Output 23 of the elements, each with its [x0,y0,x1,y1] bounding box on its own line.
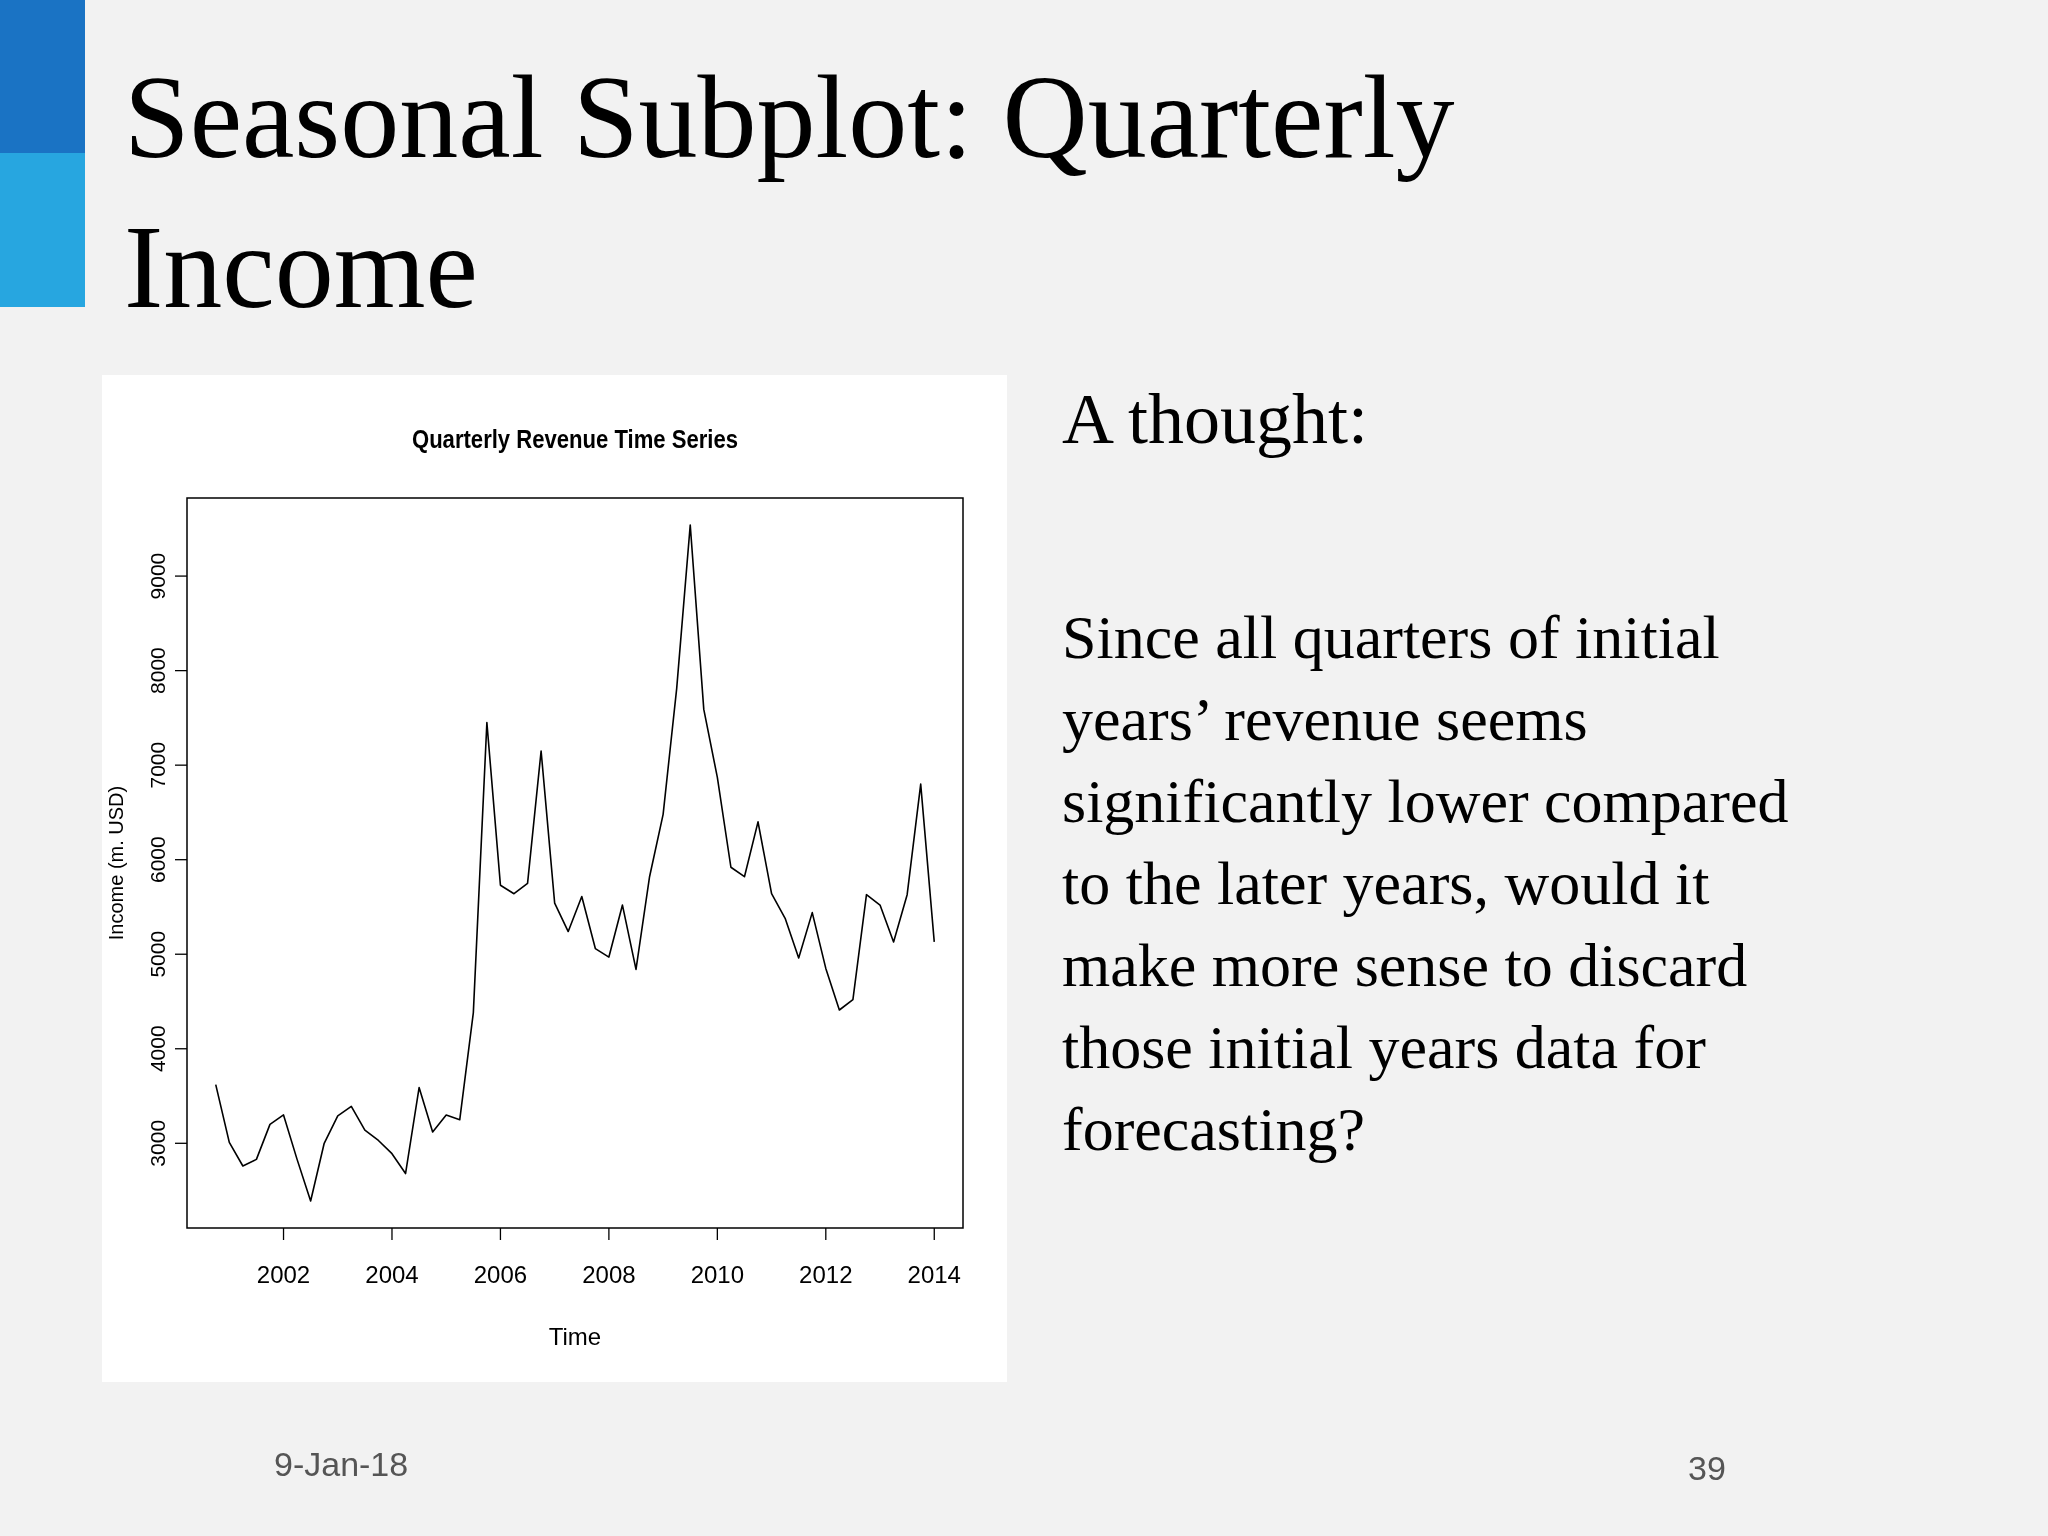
y-tick-label: 6000 [146,836,169,884]
y-tick-label: 5000 [146,930,169,978]
y-tick-label: 3000 [146,1119,169,1167]
x-tick-label: 2006 [473,1261,528,1288]
x-tick-label: 2002 [256,1261,311,1288]
text: Since all quarters of initial years’ revenue seems significantly lower compared to the later years, would it make more sense to discard those initial years data for forecasting? [1062,603,1789,1163]
x-tick-label: 2010 [690,1261,745,1288]
chart-title: Quarterly Revenue Time Series [411,424,739,454]
y-tick-label: 9000 [146,552,169,600]
y-tick-label: 7000 [146,741,169,789]
text: Seasonal Subplot: Quarterly Income [124,52,1455,333]
text: A thought: [1062,379,1369,459]
x-tick-label: 2014 [907,1261,961,1288]
x-tick-label: 2004 [365,1261,419,1288]
y-tick-label: 8000 [146,647,169,694]
y-tick-label: 4000 [146,1025,169,1073]
x-tick-label: 2012 [799,1261,853,1288]
text: 9-Jan-18 [274,1445,409,1483]
line-series [214,524,936,1202]
y-axis-title: Income (m. USD) [105,785,127,941]
text: 39 [1688,1449,1726,1487]
x-tick-label: 2008 [582,1261,636,1288]
x-axis-title: Time [548,1323,602,1350]
